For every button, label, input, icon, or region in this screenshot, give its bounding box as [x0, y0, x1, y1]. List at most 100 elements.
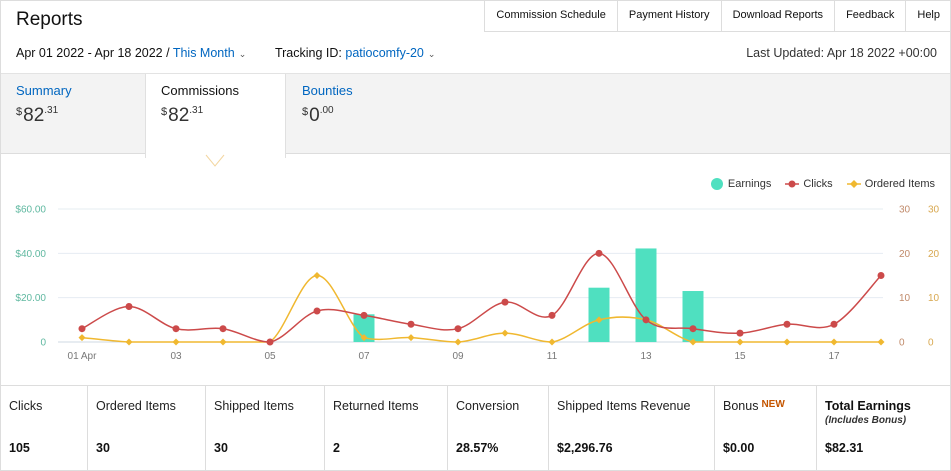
right-axis-tick-label: 30 — [899, 205, 911, 216]
ordered-items-point — [407, 334, 415, 342]
x-axis-tick-label: 03 — [170, 351, 182, 362]
ordered-items-point — [125, 338, 133, 346]
clicks-point — [830, 320, 838, 328]
ordered-items-point — [595, 316, 603, 324]
ordered-items-point — [78, 334, 86, 342]
ordered-items-point — [689, 338, 697, 346]
right-axis-tick-label: 10 — [899, 293, 911, 304]
ordered-items-point — [454, 338, 462, 346]
stat-shipped-items-revenue: Shipped Items Revenue $2,296.76 — [549, 386, 715, 471]
top-toolbar: Commission Schedule Payment History Down… — [484, 0, 951, 32]
right-axis-tick-label: 20 — [928, 249, 940, 260]
ordered-items-point — [877, 338, 885, 346]
chevron-down-icon: ⌄ — [238, 49, 247, 59]
tracking-id-label: Tracking ID: — [274, 46, 342, 60]
clicks-point — [642, 316, 650, 324]
earnings-swatch-icon — [710, 178, 723, 190]
payment-history-button[interactable]: Payment History — [616, 0, 721, 32]
stat-shipped-items: Shipped Items 30 — [206, 386, 325, 471]
earnings-bar — [353, 314, 375, 342]
filter-bar: Apr 01 2022 - Apr 18 2022 / This Month ⌄ … — [16, 46, 435, 60]
ordered-items-point — [736, 338, 744, 346]
date-range-text: Apr 01 2022 - Apr 18 2022 / — [16, 46, 170, 60]
tab-summary[interactable]: Summary $82.31 — [1, 74, 145, 155]
ordered-items-swatch-icon — [846, 180, 861, 188]
ordered-items-point — [830, 338, 838, 346]
clicks-point — [407, 320, 415, 328]
report-tabs: Summary $82.31 Commissions $82.31 Bounti… — [1, 73, 950, 158]
right-axis-tick-label: 30 — [928, 205, 940, 216]
clicks-point — [360, 311, 368, 319]
left-axis-tick-label: $20.00 — [15, 293, 46, 304]
tab-summary-amount: $82.31 — [16, 105, 59, 126]
ordered-items-point — [548, 338, 556, 346]
tab-commissions-label: Commissions — [161, 83, 240, 98]
clicks-point — [736, 329, 744, 337]
tab-bounties[interactable]: Bounties $0.00 — [288, 74, 428, 155]
x-axis-tick-label: 07 — [358, 351, 370, 362]
stat-clicks: Clicks 105 — [1, 386, 88, 471]
clicks-point — [266, 338, 274, 346]
x-axis-tick-label: 05 — [264, 351, 276, 362]
date-range-dropdown[interactable]: Apr 01 2022 - Apr 18 2022 / This Month ⌄ — [16, 46, 250, 60]
x-axis-tick-label: 09 — [452, 351, 464, 362]
help-button[interactable]: Help — [905, 0, 951, 32]
ordered-items-point — [501, 329, 509, 337]
clicks-point — [219, 325, 227, 333]
left-axis-tick-label: $40.00 — [15, 249, 46, 260]
legend-ordered-items[interactable]: Ordered Items — [846, 178, 935, 190]
stat-ordered-items: Ordered Items 30 — [88, 386, 206, 471]
earnings-bar — [682, 291, 704, 342]
legend-clicks[interactable]: Clicks — [785, 178, 833, 190]
ordered-items-point — [783, 338, 791, 346]
ordered-items-point — [172, 338, 180, 346]
chart-legend: Earnings Clicks Ordered Items — [697, 178, 935, 190]
tracking-id-dropdown[interactable]: Tracking ID: patiocomfy-20 ⌄ — [275, 46, 435, 60]
stats-summary: Clicks 105 Ordered Items 30 Shipped Item… — [1, 385, 950, 471]
left-axis-tick-label: 0 — [40, 338, 46, 349]
right-axis-tick-label: 0 — [899, 338, 905, 349]
feedback-button[interactable]: Feedback — [834, 0, 906, 32]
tab-summary-label: Summary — [16, 83, 72, 98]
clicks-point — [689, 325, 697, 333]
page-title: Reports — [16, 9, 83, 30]
stat-returned-items: Returned Items 2 — [325, 386, 448, 471]
date-preset-text: This Month — [172, 46, 235, 60]
ordered-items-point — [219, 338, 227, 346]
clicks-point — [78, 325, 86, 333]
clicks-point — [313, 307, 321, 315]
active-tab-pointer-icon — [205, 154, 225, 167]
left-axis-tick-label: $60.00 — [15, 205, 46, 216]
ordered-items-line — [81, 274, 881, 343]
clicks-point — [595, 249, 603, 257]
tab-bounties-amount: $0.00 — [302, 105, 334, 126]
stat-total-earnings: Total Earnings (Includes Bonus) $82.31 — [825, 399, 911, 455]
x-axis-tick-label: 17 — [828, 351, 840, 362]
x-axis-tick-label: 13 — [640, 351, 652, 362]
earnings-bar — [588, 287, 610, 342]
ordered-items-point — [313, 272, 321, 279]
ordered-items-point — [360, 334, 368, 342]
commission-schedule-button[interactable]: Commission Schedule — [484, 0, 617, 32]
legend-earnings[interactable]: Earnings — [710, 178, 771, 190]
clicks-point — [125, 303, 133, 311]
x-axis-tick-label: 15 — [734, 351, 746, 362]
last-updated-text: Last Updated: Apr 18 2022 +00:00 — [746, 46, 937, 60]
tracking-id-value: patiocomfy-20 — [345, 46, 424, 60]
clicks-point — [454, 325, 462, 333]
earnings-chart: 0 $20.00 $40.00 $60.00 0 10 20 30 30 20 10 0 01 Apr 0… — [15, 205, 940, 363]
earnings-bar — [635, 248, 657, 342]
tab-commissions-amount: $82.31 — [161, 105, 204, 126]
tab-bounties-label: Bounties — [302, 83, 353, 98]
x-axis-tick-label: 01 Apr — [68, 351, 98, 362]
chevron-down-icon: ⌄ — [427, 49, 436, 59]
right-axis-tick-label: 0 — [928, 338, 934, 349]
download-reports-button[interactable]: Download Reports — [720, 0, 835, 32]
right-axis-tick-label: 10 — [928, 293, 940, 304]
clicks-swatch-icon — [785, 180, 800, 188]
clicks-point — [783, 320, 791, 328]
clicks-point — [548, 311, 556, 319]
tab-commissions[interactable]: Commissions $82.31 — [145, 74, 286, 158]
stat-bonus: Bonus NEW $0.00 — [715, 386, 817, 471]
new-badge: NEW — [761, 399, 785, 410]
